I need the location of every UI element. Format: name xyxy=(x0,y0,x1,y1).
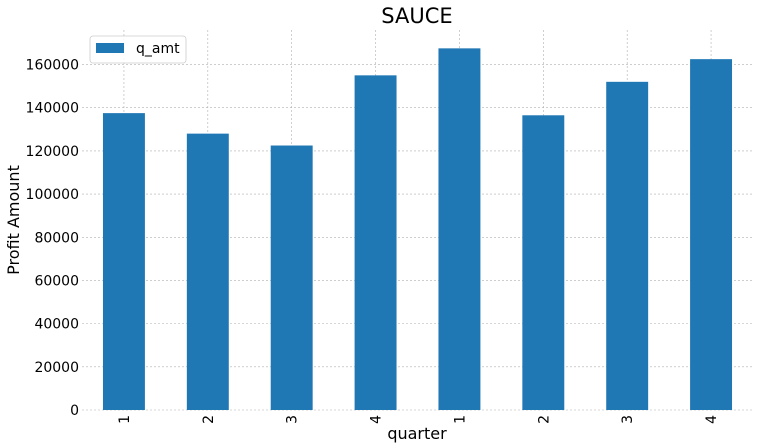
y-tick-label: 60000 xyxy=(34,273,79,289)
x-tick-label: 2 xyxy=(536,415,552,424)
grid xyxy=(82,30,753,411)
x-tick-label: 3 xyxy=(620,415,636,424)
y-tick-label: 0 xyxy=(70,403,79,419)
y-tick-label: 120000 xyxy=(26,144,79,160)
bar xyxy=(606,81,649,411)
bar xyxy=(690,59,733,410)
bars xyxy=(102,48,733,411)
bar xyxy=(102,113,145,410)
bar xyxy=(270,145,313,411)
x-axis-ticks: 1 2 3 4 1 2 3 4 xyxy=(117,415,720,424)
x-tick-label: 1 xyxy=(117,415,133,424)
legend-frame xyxy=(89,35,187,64)
bar xyxy=(186,133,229,411)
x-tick-label: 2 xyxy=(201,415,217,424)
x-tick-label: 4 xyxy=(704,415,720,424)
x-tick-label: 1 xyxy=(452,415,468,424)
legend-label: q_amt xyxy=(136,41,180,57)
bar xyxy=(354,75,397,410)
y-tick-label: 160000 xyxy=(26,58,79,74)
legend: q_amt xyxy=(89,35,187,64)
bar xyxy=(522,115,565,410)
x-axis-label: quarter xyxy=(387,424,447,443)
y-tick-label: 40000 xyxy=(34,317,79,333)
chart-title: SAUCE xyxy=(381,4,452,28)
x-tick-label: 4 xyxy=(369,415,385,424)
y-axis-ticks: 0 20000 40000 60000 80000 100000 120000 140000 1… xyxy=(26,58,79,419)
y-tick-label: 140000 xyxy=(26,101,79,117)
x-tick-label: 3 xyxy=(285,415,301,424)
y-tick-label: 20000 xyxy=(34,360,79,376)
y-tick-label: 100000 xyxy=(26,187,79,203)
legend-swatch xyxy=(96,43,124,53)
y-axis-label: Profit Amount xyxy=(4,165,23,275)
y-tick-label: 80000 xyxy=(34,230,79,246)
bar xyxy=(438,48,481,411)
